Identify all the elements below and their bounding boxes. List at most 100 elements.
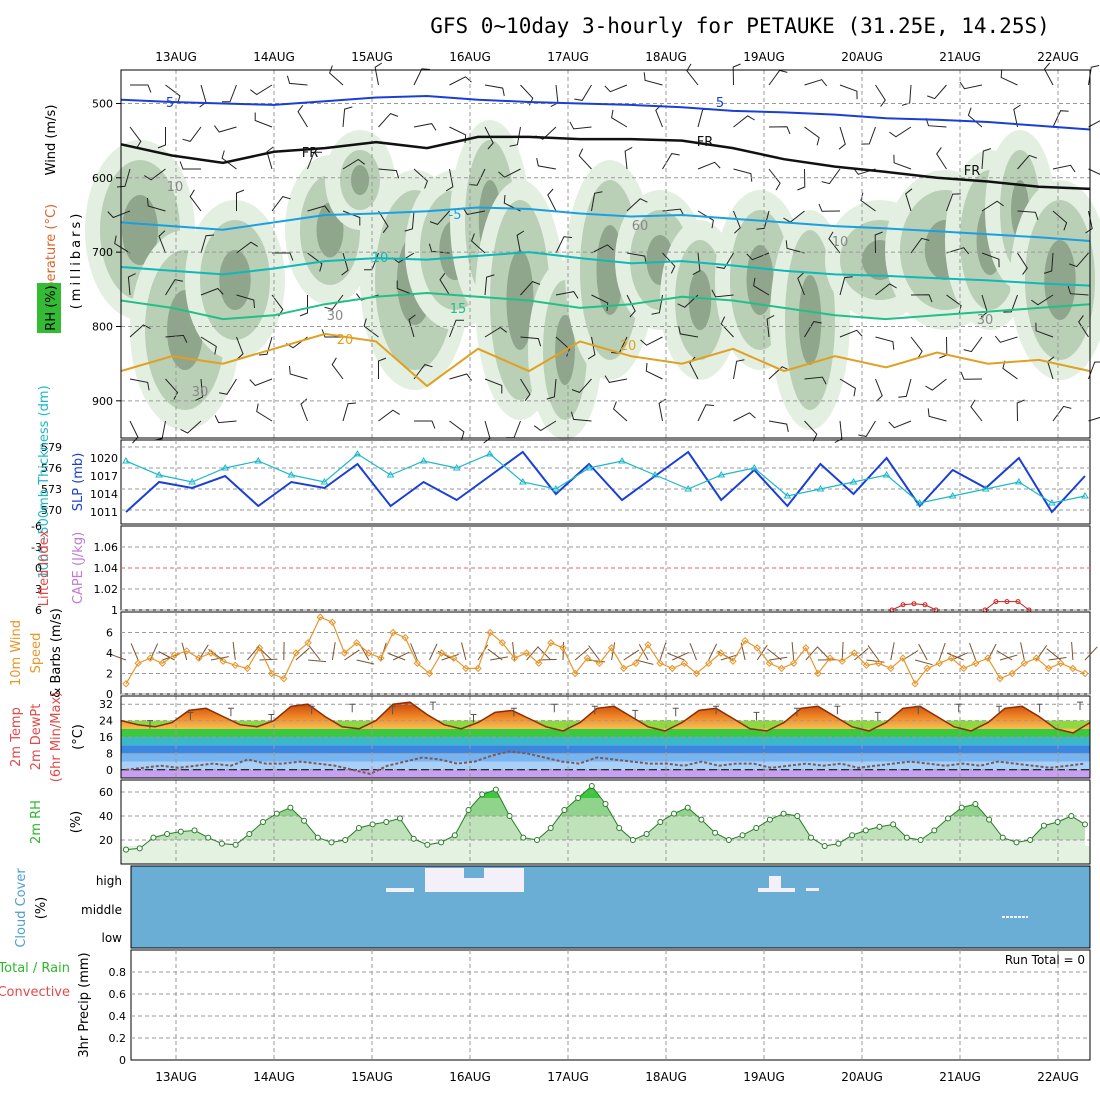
series-line [125,453,1086,504]
cape-axis: -6 -3 0 3 6 1.06 1.04 1.02 1 [31,520,118,617]
wind-barb [910,237,930,254]
upper-air-frame [120,69,1091,439]
precip-frame [130,949,1091,1061]
rh-frame [120,779,1091,865]
wind-barb [588,645,600,661]
cape-marker [1015,599,1021,605]
wind-barb [591,244,614,254]
wind-speed-marker [741,636,749,645]
wind-barb [484,378,503,394]
wind-speed-marker [789,659,798,667]
wind-barb [967,107,983,128]
wind-barb [766,314,775,338]
rh-marker [1027,837,1034,843]
wind-barb [875,283,897,296]
cloud-cover-patch [464,868,484,878]
rh-shade-90 [746,245,774,315]
wind-barb [890,642,895,661]
wind-speed-marker [365,649,373,657]
wind-barb [667,652,685,661]
rh2m-panel: 20 40 60 2m RH (%) [29,779,1091,865]
wind-barb [769,656,788,661]
wind-barb [307,252,323,272]
rh-marker [575,795,582,801]
wind-barb [321,329,343,338]
rh-percent-axis-label: (%) [69,811,84,834]
wind-barb [329,65,344,86]
date-label: 22AUG [1037,1070,1079,1084]
wind-barb [129,378,150,391]
wind-barb [331,357,344,380]
wind10m-axis: 0 2 4 6 [106,627,113,702]
wind-barb [697,161,721,170]
wind-barb [356,659,375,665]
cloud-cover-panel: high middle low Cloud Cover (%) [14,865,1091,949]
contour-label: 60 [632,219,649,234]
top-date-axis: 13AUG 14AUG 15AUG 16AUG 17AUG 18AUG 19AUG 20AUG… [155,50,1079,64]
wind-barb [165,378,179,400]
wind-barb [180,420,202,434]
rh-axis: 20 40 60 [99,786,113,847]
isotherm-line [120,135,1091,191]
wind-barb [914,659,933,666]
wind-barb [697,210,714,229]
wind-barb [165,84,181,104]
wind-barb [259,658,278,661]
cape-marker [922,602,928,608]
wind-speed-marker [1032,654,1041,662]
wind-speed-marker [195,654,203,662]
temperature-band [121,737,1090,746]
wind-speed-marker [996,674,1004,683]
wind-barb [108,653,127,661]
wind-barb [860,192,876,212]
wind-barb [574,84,592,101]
rh-marker [342,837,349,843]
wind-barb [733,359,745,380]
wind-speed-marker [304,639,312,647]
y-tick-label: 1.02 [94,583,119,596]
rh-marker [123,846,129,853]
wind-barb [611,109,628,128]
wind-barb [1043,62,1054,86]
contour-label: 30 [327,309,344,324]
wind-barb [768,126,791,135]
wind-barb [591,191,603,212]
wind-barb [130,643,139,661]
wind-barb [1017,252,1028,275]
wind-speed-marker [535,659,543,667]
rh-marker [945,815,951,822]
wind-barb [1071,641,1074,661]
wind-barb [768,420,789,433]
rh-marker [355,825,362,831]
wind-barb [149,643,159,661]
minmax-bar [551,703,558,713]
wind-barb [116,168,131,188]
wind-speed-marker [717,649,725,657]
wind-barb [804,126,820,146]
wind-barb [936,147,947,170]
rh-base [121,846,1090,864]
rh-marker [890,821,897,828]
rh-marker [753,825,760,831]
wind-barb [396,280,415,296]
wind-barb [439,273,450,296]
wind-barb [520,336,542,347]
wind-speed-marker [486,628,494,637]
minmax-bar [430,701,436,711]
wind-barb [1003,294,1018,313]
date-label: 14AUG [253,1070,295,1084]
wind-barb [520,378,531,401]
wind-barb [378,357,387,379]
slp-frame [120,439,1091,525]
wind-barb [1052,164,1076,173]
wind-barb [689,643,697,661]
thickness-marker [320,478,329,485]
wind-barb [413,364,433,380]
rh-grid [121,780,1090,864]
wind-speed-line [125,616,1086,685]
rh-marker [972,801,979,807]
cape-li-panel: -6 -3 0 3 6 1.06 1.04 1.02 1 Lifted Index CAPE (… [31,520,1091,617]
wind-barb [307,205,330,213]
wind-barb [331,642,336,661]
